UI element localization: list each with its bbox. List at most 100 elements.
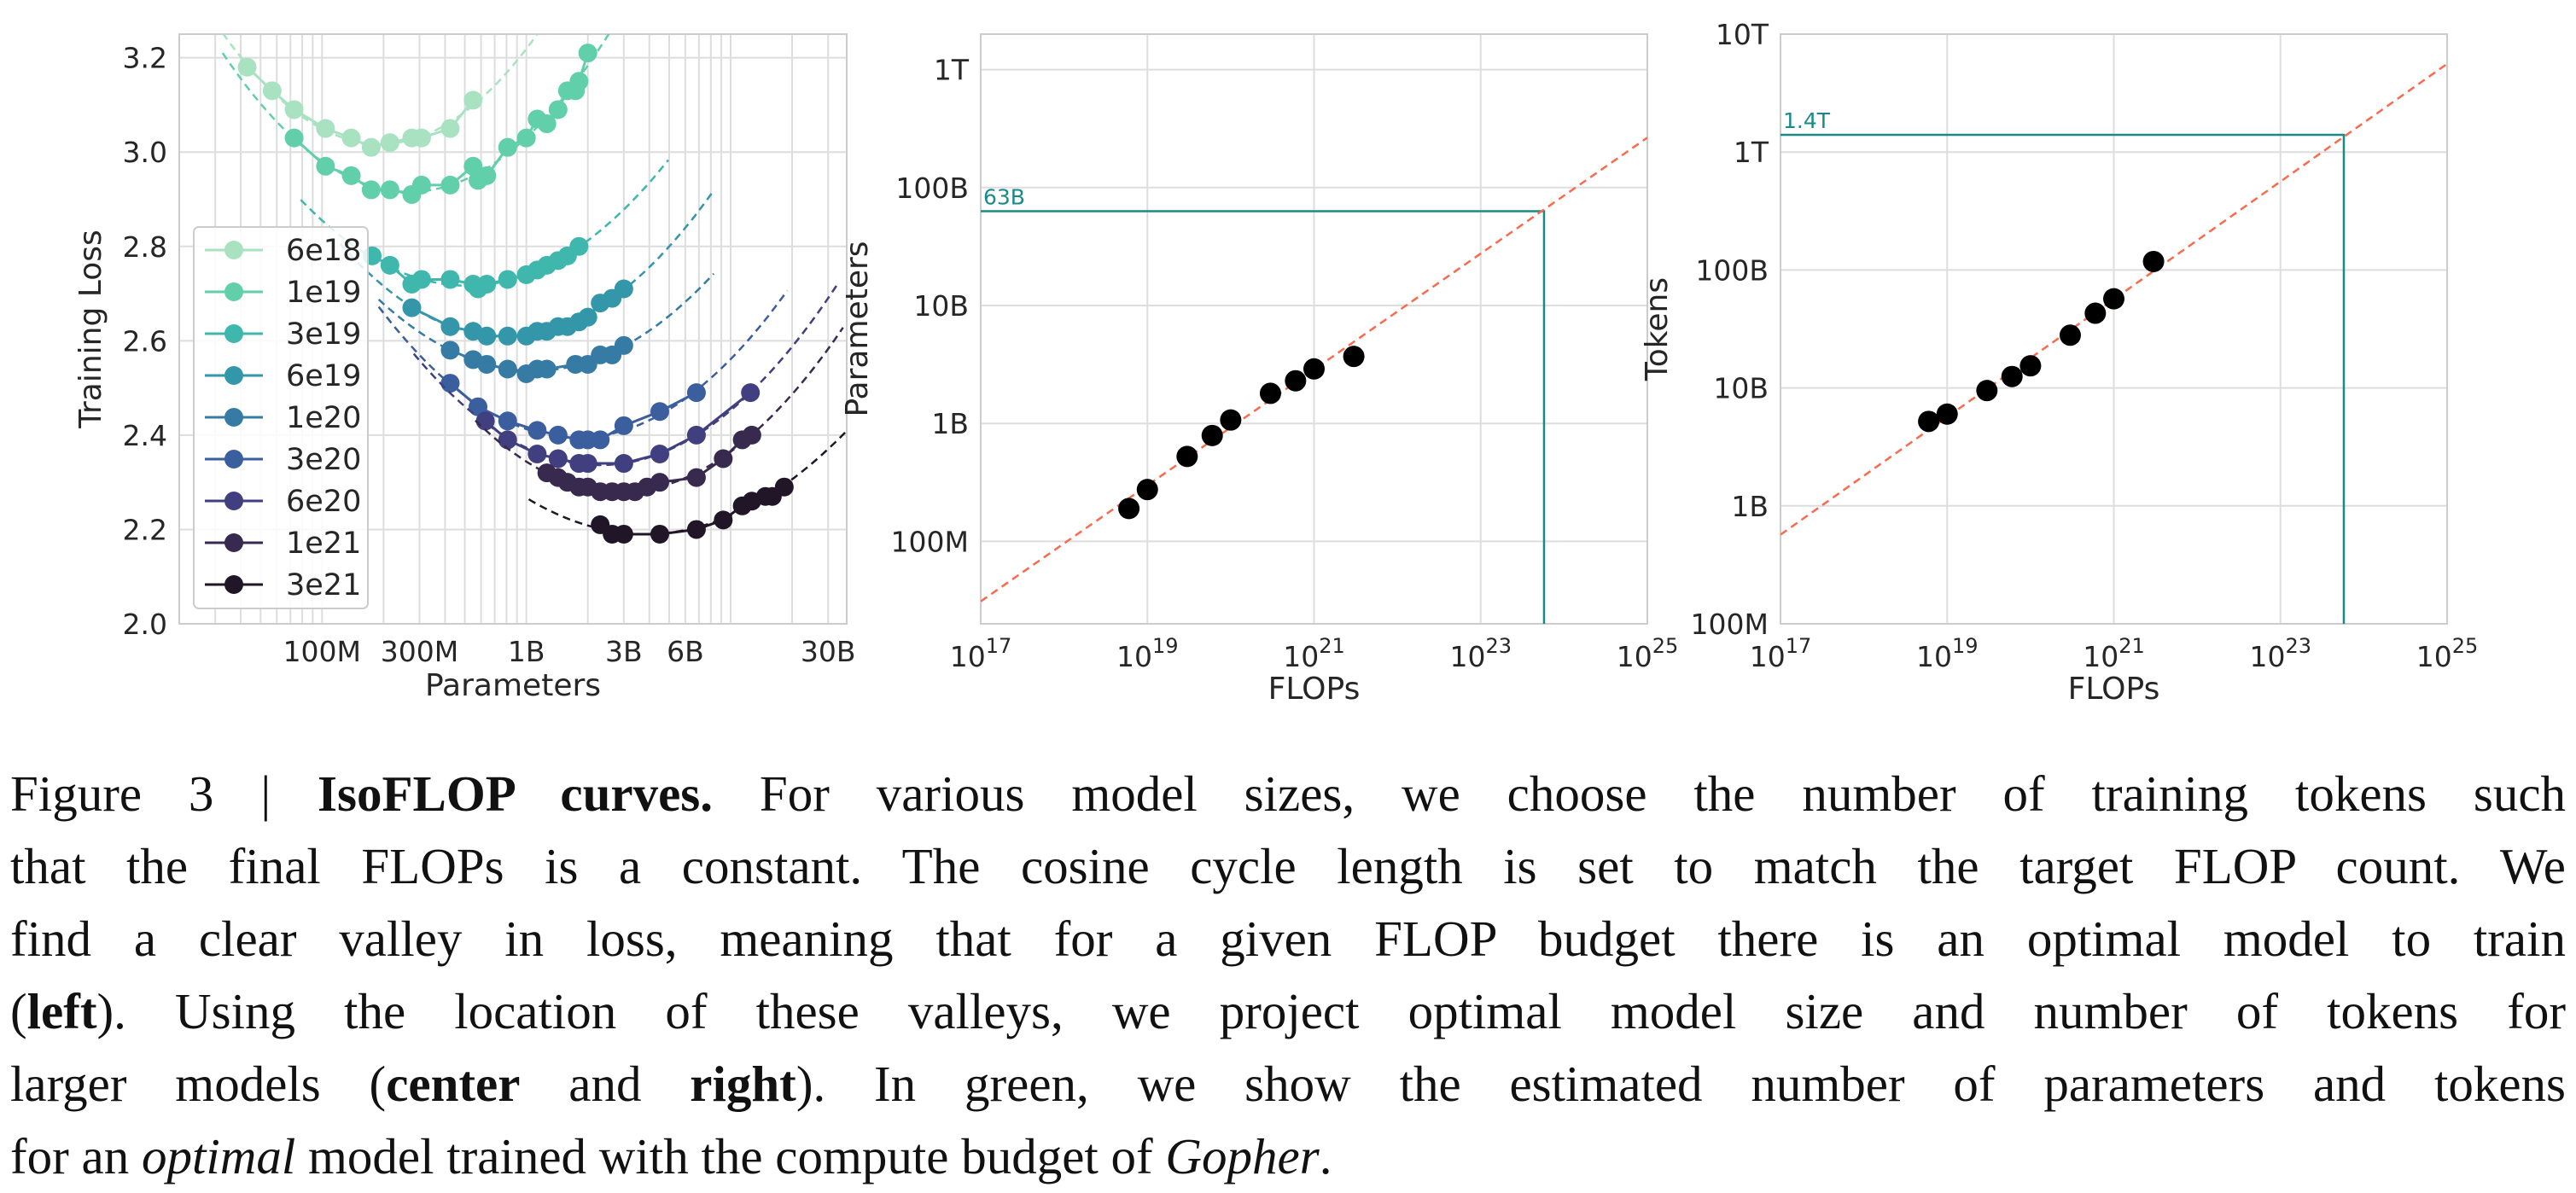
data-point bbox=[569, 236, 589, 256]
data-point bbox=[411, 270, 431, 289]
data-point bbox=[380, 255, 399, 275]
data-point bbox=[742, 425, 761, 445]
x-tick-label: 100M bbox=[283, 635, 361, 668]
data-point bbox=[284, 128, 304, 148]
legend-marker bbox=[224, 492, 243, 510]
data-point bbox=[2001, 365, 2023, 387]
caption-bold-text: IsoFLOP curves. bbox=[318, 765, 713, 822]
legend-label: 1e21 bbox=[286, 527, 361, 561]
caption-text: find a clear valley in loss, meaning tha… bbox=[10, 911, 2566, 967]
caption-line: Figure 3 | IsoFLOP curves. For various m… bbox=[10, 758, 2566, 830]
x-tick-label: 1021 bbox=[1283, 634, 1345, 673]
data-point bbox=[2084, 302, 2107, 324]
series-1e21 bbox=[475, 327, 844, 502]
fit-curve bbox=[222, 34, 539, 145]
y-tick-label: 1T bbox=[934, 54, 970, 87]
legend-label: 3e21 bbox=[286, 568, 361, 602]
legend-box bbox=[193, 226, 369, 609]
data-point bbox=[714, 510, 733, 530]
caption-text: Figure 3 | bbox=[10, 765, 318, 822]
x-tick-label: 1025 bbox=[2416, 634, 2479, 673]
data-point bbox=[361, 180, 381, 200]
gridlines bbox=[1780, 33, 2448, 625]
data-point bbox=[341, 166, 361, 185]
caption-text: larger models ( bbox=[10, 1056, 387, 1112]
y-tick-label: 2.4 bbox=[123, 419, 167, 452]
caption-line: larger models (center and right). In gre… bbox=[10, 1048, 2566, 1120]
plot-area bbox=[1780, 62, 2447, 624]
data-point bbox=[316, 119, 335, 138]
legend-item-3e21: 3e21 bbox=[205, 568, 361, 602]
data-point bbox=[714, 449, 733, 468]
x-tick-base: 10 bbox=[1916, 640, 1952, 673]
data-point bbox=[774, 477, 794, 497]
x-tick-label: 1025 bbox=[1617, 634, 1679, 673]
x-tick-exponent: 25 bbox=[1652, 634, 1679, 658]
legend-item-6e20: 6e20 bbox=[205, 485, 361, 519]
legend-marker bbox=[224, 408, 243, 427]
series-3e21 bbox=[527, 429, 847, 544]
y-tick-label: 100B bbox=[1695, 253, 1769, 287]
y-axis-label: Tokens bbox=[1640, 277, 1675, 381]
data-point bbox=[578, 44, 597, 63]
x-tick-exponent: 23 bbox=[1485, 634, 1512, 658]
data-point bbox=[380, 180, 399, 200]
data-point bbox=[2019, 355, 2042, 377]
plot-frame bbox=[178, 33, 848, 625]
caption-text: and bbox=[520, 1056, 691, 1112]
legend-item-6e18: 6e18 bbox=[205, 234, 361, 268]
data-point bbox=[1118, 498, 1140, 520]
data-point bbox=[578, 307, 597, 327]
legend-item-1e21: 1e21 bbox=[205, 527, 361, 561]
legend: 6e18 1e19 3e19 6e19 1e20 3e20 6e20 1e21 3e21 bbox=[193, 226, 369, 609]
data-point bbox=[537, 114, 557, 134]
caption-text: ). In green, we show the estimated numbe… bbox=[796, 1056, 2567, 1112]
caption-bold-text: center bbox=[386, 1056, 521, 1112]
parameters-vs-flops-chart: 1017 1019 1021 1023 1025100M1B10B100B1TFLOPs… bbox=[840, 33, 1679, 707]
data-point bbox=[475, 411, 495, 431]
projection-line bbox=[1780, 133, 2346, 624]
x-tick-label: 1023 bbox=[2249, 634, 2311, 673]
data-point bbox=[650, 524, 669, 544]
fit-curve bbox=[475, 327, 844, 493]
fit-curve bbox=[377, 272, 715, 372]
data-point bbox=[1136, 479, 1158, 501]
x-tick-label: 1B bbox=[508, 635, 545, 668]
y-tick-label: 100M bbox=[1691, 608, 1769, 641]
legend-item-3e20: 3e20 bbox=[205, 443, 361, 477]
data-point bbox=[686, 383, 706, 403]
legend-marker bbox=[224, 282, 243, 301]
legend-marker bbox=[224, 450, 243, 468]
legend-label: 1e20 bbox=[286, 401, 361, 435]
data-point bbox=[498, 326, 517, 346]
data-point bbox=[2059, 324, 2081, 346]
data-point bbox=[361, 137, 381, 157]
data-point bbox=[516, 128, 536, 148]
data-point bbox=[1918, 410, 1940, 433]
caption-bold-text: right bbox=[690, 1056, 796, 1112]
legend-label: 3e20 bbox=[286, 443, 361, 477]
legend-label: 1e19 bbox=[286, 276, 361, 310]
caption-text: that the final FLOPs is a constant. The … bbox=[10, 838, 2566, 894]
caption-text: . bbox=[1319, 1128, 1332, 1184]
data-point bbox=[469, 397, 488, 416]
legend-label: 6e20 bbox=[286, 485, 361, 519]
data-point bbox=[463, 90, 483, 110]
legend-label: 6e18 bbox=[286, 234, 361, 268]
data-point bbox=[686, 425, 706, 445]
data-point bbox=[1259, 382, 1281, 404]
data-point bbox=[440, 374, 460, 393]
data-point bbox=[1201, 424, 1223, 446]
x-tick-base: 10 bbox=[950, 640, 986, 673]
data-point bbox=[741, 383, 761, 403]
x-tick-label: 1021 bbox=[2083, 634, 2145, 673]
data-point bbox=[650, 402, 669, 422]
series-1e19 bbox=[221, 34, 610, 204]
x-tick-label: 300M bbox=[381, 635, 458, 668]
data-point bbox=[316, 156, 335, 176]
y-tick-label: 2.2 bbox=[123, 513, 167, 546]
data-point bbox=[1936, 403, 1958, 425]
x-tick-base: 10 bbox=[2083, 640, 2118, 673]
fit-line bbox=[1780, 62, 2447, 536]
y-axis-label: Parameters bbox=[840, 241, 875, 416]
